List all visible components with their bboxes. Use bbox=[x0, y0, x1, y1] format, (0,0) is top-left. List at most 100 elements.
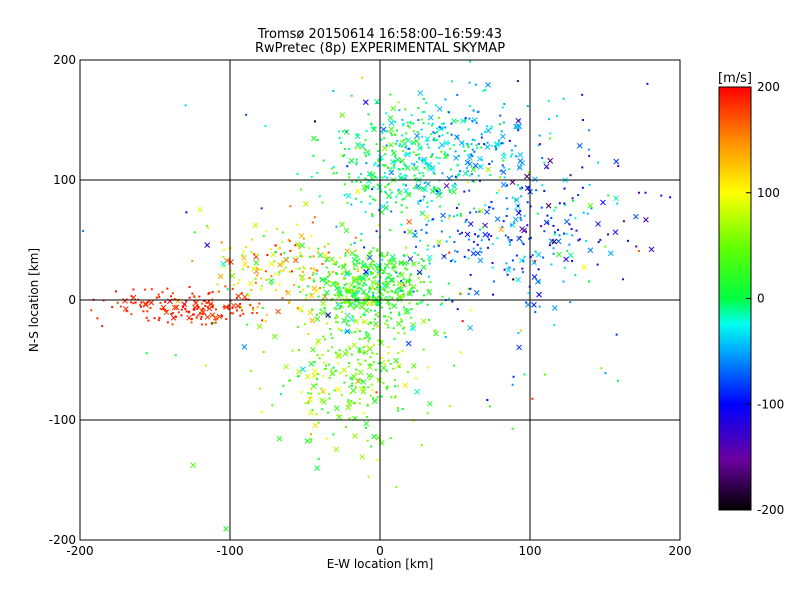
data-point bbox=[342, 286, 345, 289]
data-point bbox=[388, 295, 391, 298]
data-point bbox=[394, 291, 397, 294]
data-point bbox=[143, 288, 146, 291]
data-point bbox=[454, 260, 457, 263]
data-point bbox=[354, 236, 357, 239]
data-point bbox=[360, 266, 363, 269]
data-point bbox=[363, 282, 366, 285]
data-point bbox=[382, 288, 385, 291]
data-point bbox=[362, 386, 365, 389]
data-point bbox=[278, 247, 281, 250]
data-point bbox=[456, 164, 459, 167]
data-point bbox=[363, 297, 366, 300]
data-point bbox=[376, 396, 379, 399]
data-point bbox=[317, 373, 320, 376]
data-point-cross bbox=[513, 197, 520, 203]
data-point bbox=[162, 308, 165, 311]
data-point bbox=[346, 165, 349, 168]
data-point bbox=[364, 263, 367, 266]
data-point bbox=[393, 337, 396, 340]
data-point bbox=[381, 272, 384, 275]
data-point bbox=[335, 272, 338, 275]
data-point bbox=[396, 275, 399, 278]
data-point bbox=[441, 172, 444, 175]
data-point-cross bbox=[516, 123, 523, 130]
data-point bbox=[362, 320, 365, 323]
data-point bbox=[337, 283, 340, 286]
data-point bbox=[352, 263, 355, 266]
data-point bbox=[183, 303, 186, 306]
data-point bbox=[346, 201, 349, 204]
data-point bbox=[501, 164, 504, 167]
data-point bbox=[406, 121, 409, 124]
data-point bbox=[214, 318, 217, 321]
data-point bbox=[448, 214, 451, 217]
data-point bbox=[322, 278, 325, 281]
data-point bbox=[345, 282, 348, 285]
data-point bbox=[383, 297, 386, 300]
data-point bbox=[278, 270, 281, 273]
data-point bbox=[391, 297, 394, 300]
data-point bbox=[352, 285, 355, 288]
data-point-cross bbox=[323, 279, 330, 286]
data-point-cross bbox=[319, 277, 326, 283]
data-point bbox=[385, 130, 388, 133]
data-point bbox=[386, 183, 389, 186]
data-point-cross bbox=[399, 158, 406, 164]
data-point bbox=[434, 104, 437, 107]
data-point bbox=[395, 195, 398, 198]
data-point bbox=[409, 273, 412, 276]
x-tick-label: -100 bbox=[216, 544, 243, 558]
data-point-cross bbox=[311, 135, 317, 142]
data-point bbox=[301, 310, 304, 313]
data-point bbox=[420, 146, 423, 149]
data-point bbox=[145, 352, 148, 355]
data-point bbox=[142, 310, 145, 313]
data-point bbox=[217, 290, 220, 293]
data-point bbox=[343, 194, 346, 197]
data-point bbox=[433, 173, 436, 176]
data-point bbox=[387, 166, 390, 169]
data-point bbox=[523, 373, 526, 376]
data-point bbox=[240, 292, 243, 295]
data-point bbox=[251, 312, 254, 315]
data-point bbox=[221, 315, 224, 318]
data-point bbox=[413, 163, 416, 166]
data-point bbox=[382, 382, 385, 385]
data-point-cross bbox=[388, 141, 394, 148]
data-point bbox=[418, 157, 421, 160]
data-point bbox=[441, 128, 444, 131]
data-point bbox=[526, 105, 529, 108]
data-point bbox=[347, 399, 350, 402]
data-point bbox=[563, 187, 566, 190]
data-point bbox=[200, 317, 203, 320]
data-point-cross bbox=[524, 185, 531, 192]
data-point bbox=[617, 165, 620, 168]
data-point bbox=[404, 146, 407, 149]
data-point-cross bbox=[391, 150, 397, 156]
data-point-cross bbox=[563, 218, 570, 225]
data-point bbox=[553, 233, 556, 236]
data-point bbox=[283, 252, 286, 255]
data-point-cross bbox=[336, 352, 343, 359]
data-point bbox=[495, 147, 498, 150]
data-point bbox=[312, 280, 315, 283]
data-point bbox=[269, 248, 272, 251]
data-point bbox=[426, 163, 429, 166]
data-point bbox=[508, 243, 511, 246]
data-point bbox=[574, 274, 577, 277]
data-point bbox=[336, 362, 339, 365]
data-point bbox=[304, 402, 307, 405]
data-point-cross bbox=[122, 306, 129, 312]
data-point bbox=[415, 154, 418, 157]
data-point-cross bbox=[535, 251, 542, 258]
data-point bbox=[405, 280, 408, 283]
data-point bbox=[364, 336, 367, 339]
data-point bbox=[348, 417, 351, 420]
data-point bbox=[403, 254, 406, 257]
data-point bbox=[562, 280, 565, 283]
data-point bbox=[341, 310, 344, 313]
data-point-cross bbox=[419, 210, 426, 217]
data-point bbox=[429, 293, 432, 296]
data-point bbox=[381, 255, 384, 258]
data-point bbox=[362, 346, 365, 349]
